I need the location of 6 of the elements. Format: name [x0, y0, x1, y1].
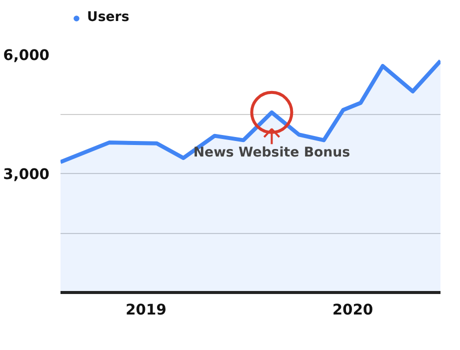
legend-label: Users [87, 10, 130, 25]
y-tick-label: 6,000 [3, 47, 50, 64]
x-tick-label: 2019 [126, 302, 166, 318]
y-tick-label: 3,000 [3, 166, 50, 183]
annotation: News Website Bonus [193, 145, 350, 160]
x-tick-label: 2020 [332, 302, 374, 318]
